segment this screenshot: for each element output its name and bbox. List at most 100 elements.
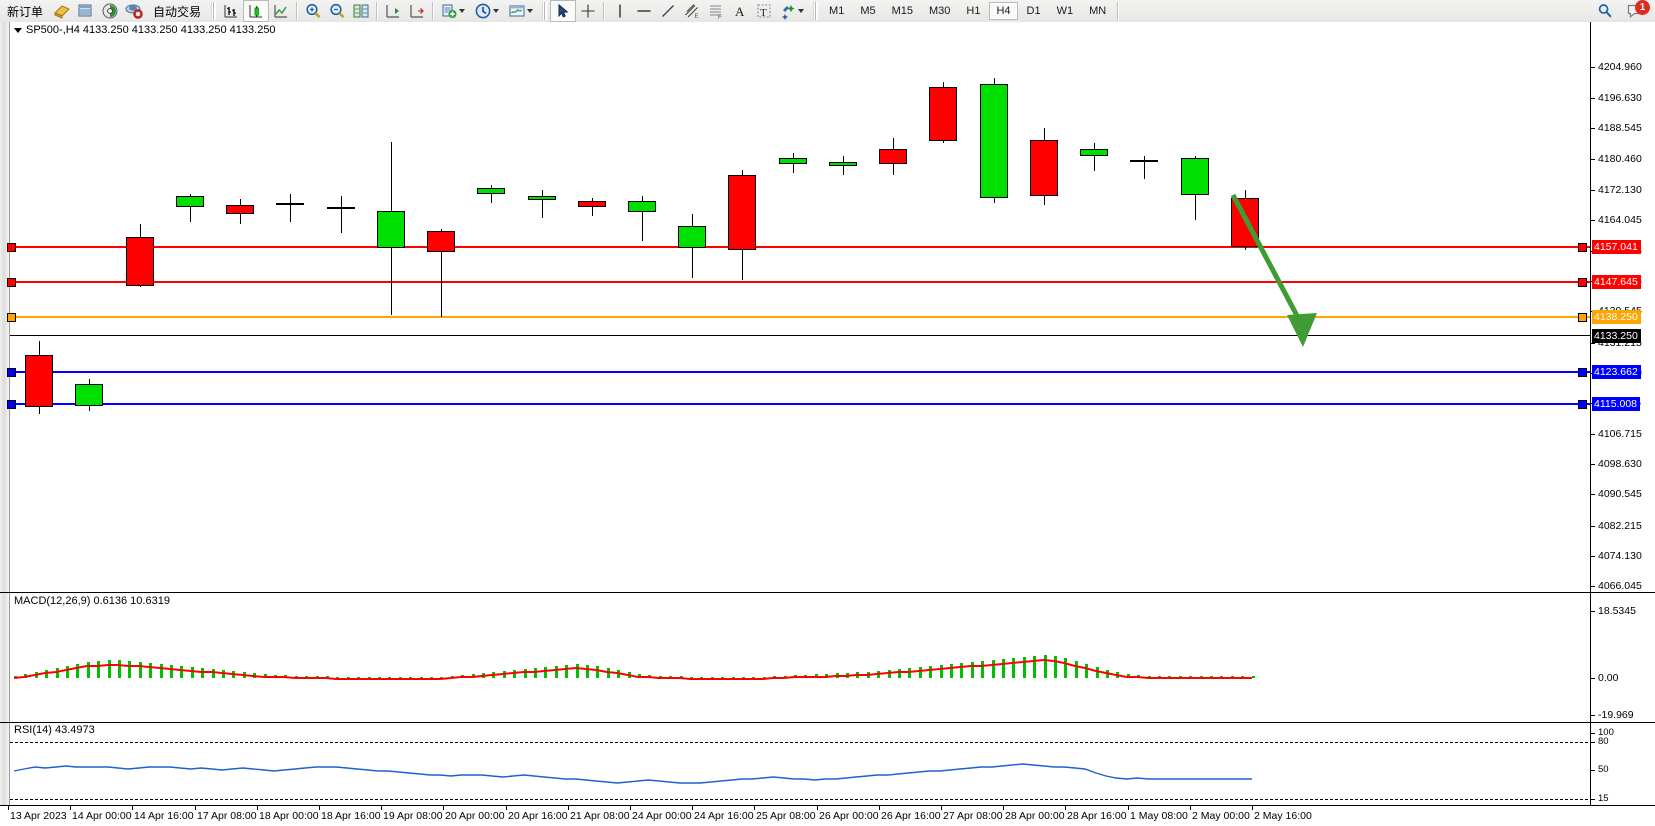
level-line-resistance[interactable]	[10, 246, 1590, 248]
triangle-down-icon[interactable]	[14, 27, 22, 33]
time-tick-label: 20 Apr 16:00	[508, 810, 568, 822]
price-chart-pane[interactable]: SP500-,H4 4133.250 4133.250 4133.250 413…	[0, 22, 1655, 592]
macd-histogram-bar	[347, 677, 350, 678]
chevron-down-icon-3[interactable]	[527, 9, 534, 13]
time-tick	[1003, 806, 1004, 810]
macd-histogram-bar	[700, 677, 703, 678]
autotrading-button[interactable]: 自动交易	[146, 1, 208, 21]
macd-histogram-bar	[992, 660, 995, 678]
price-canvas: 4204.960 4196.630 4188.545 4180.460 4172.130…	[0, 22, 1655, 592]
auto-scroll-icon[interactable]	[405, 1, 429, 21]
time-tick-label: 20 Apr 00:00	[445, 810, 505, 822]
price-label-support[interactable]: 4123.662	[1592, 365, 1641, 379]
level-handle-left[interactable]	[7, 313, 16, 322]
level-handle[interactable]	[1578, 278, 1587, 287]
level-line-last-price[interactable]	[10, 335, 1590, 336]
macd-histogram-bar	[180, 666, 183, 678]
hline-icon[interactable]	[632, 1, 656, 21]
tab-timeframe-d1[interactable]: D1	[1026, 5, 1041, 17]
level-handle-left[interactable]	[7, 400, 16, 409]
level-line-support[interactable]	[10, 403, 1590, 405]
tab-timeframe-m1[interactable]: M1	[829, 5, 845, 17]
zoom-in-icon[interactable]	[301, 1, 325, 21]
down-arrow-annotation[interactable]	[1225, 187, 1335, 362]
market-watch-icon[interactable]	[74, 1, 98, 21]
chevron-down-icon-2[interactable]	[493, 9, 500, 13]
search-icon[interactable]	[1593, 1, 1617, 21]
macd-histogram-bar	[908, 668, 911, 678]
level-handle[interactable]	[1578, 400, 1587, 409]
tab-timeframe-w1[interactable]: W1	[1056, 5, 1074, 17]
level-line-pivot[interactable]	[10, 316, 1590, 318]
templates-icon[interactable]	[505, 1, 539, 21]
level-handle[interactable]	[1578, 243, 1587, 252]
vline-icon[interactable]	[608, 1, 632, 21]
tab-timeframe-mn[interactable]: MN	[1089, 5, 1107, 17]
time-tick	[257, 806, 258, 810]
level-handle[interactable]	[1578, 368, 1587, 377]
rsi-pane[interactable]: RSI(14) 43.4973 100 80 50 15	[0, 722, 1655, 806]
price-axis-line	[1590, 22, 1591, 592]
crosshair-icon[interactable]	[576, 1, 600, 21]
macd-histogram-bar	[326, 676, 329, 678]
rsi-line	[13, 763, 1252, 784]
chart-grid-icon[interactable]	[349, 1, 373, 21]
level-line-support[interactable]	[10, 371, 1590, 373]
candle-body	[477, 188, 505, 194]
autotrading-icon[interactable]	[122, 1, 146, 21]
fibonacci-icon[interactable]: F	[704, 1, 728, 21]
rsi-left-bar[interactable]	[0, 723, 10, 806]
chevron-down-icon[interactable]	[459, 9, 466, 13]
tab-timeframe-m15[interactable]: M15	[891, 5, 913, 17]
tab-timeframe-h4[interactable]: H4	[989, 2, 1018, 20]
tab-timeframe-m30[interactable]: M30	[929, 5, 951, 17]
candle-wick	[542, 190, 543, 218]
chart-shift-icon[interactable]	[381, 1, 405, 21]
macd-histogram-bar	[888, 670, 891, 678]
bar-chart-icon[interactable]	[219, 1, 243, 21]
zoom-out-icon[interactable]	[325, 1, 349, 21]
new-order-label: 新订单	[7, 4, 44, 19]
chevron-down-icon-4[interactable]	[798, 9, 805, 13]
macd-left-bar[interactable]	[0, 593, 10, 723]
level-handle[interactable]	[1578, 313, 1587, 322]
profile-icon[interactable]	[50, 1, 74, 21]
text-icon[interactable]: A	[728, 1, 752, 21]
level-handle-left[interactable]	[7, 368, 16, 377]
line-chart-icon[interactable]	[269, 1, 293, 21]
macd-histogram-bar	[1002, 659, 1005, 678]
label-icon[interactable]: T	[752, 1, 776, 21]
price-tick	[1591, 190, 1595, 191]
macd-histogram-bar	[149, 663, 152, 678]
price-label-last-price[interactable]: 4133.250	[1592, 329, 1641, 343]
price-label-resistance[interactable]: 4147.645	[1592, 275, 1641, 289]
toolbar-grip-3[interactable]	[813, 2, 819, 20]
period-icon[interactable]	[471, 1, 505, 21]
macd-histogram-bar	[576, 664, 579, 678]
macd-histogram-bar	[160, 664, 163, 678]
cursor-icon[interactable]	[550, 0, 577, 22]
level-line-resistance[interactable]	[10, 281, 1590, 283]
tab-timeframe-m5[interactable]: M5	[860, 5, 876, 17]
macd-canvas: 18.5345 0.00 -19.969	[0, 593, 1655, 723]
trendline-icon[interactable]	[656, 1, 680, 21]
equidistant-channel-icon[interactable]: E	[680, 1, 704, 21]
objects-icon[interactable]	[776, 1, 810, 21]
chat-icon[interactable]: 1	[1623, 0, 1650, 21]
tab-timeframe-h1[interactable]: H1	[966, 5, 981, 17]
macd-pane[interactable]: MACD(12,26,9) 0.6136 10.6319 18.5345 0.00…	[0, 592, 1655, 723]
level-handle-left[interactable]	[7, 243, 16, 252]
rsi-tick	[1591, 733, 1595, 734]
price-label-support[interactable]: 4115.008	[1592, 397, 1641, 411]
candlestick-chart-icon[interactable]	[243, 0, 270, 22]
indicators-icon[interactable]	[437, 1, 471, 21]
chart-left-scale-bar[interactable]	[0, 22, 10, 592]
price-label-resistance[interactable]: 4157.041	[1592, 240, 1641, 254]
toolbar-grip-2[interactable]	[542, 2, 548, 20]
level-handle-left[interactable]	[7, 278, 16, 287]
price-label-pivot[interactable]: 4138.250	[1592, 310, 1641, 324]
toolbar-grip[interactable]	[211, 2, 217, 20]
new-order-button[interactable]: 新订单	[0, 1, 50, 21]
navigator-icon[interactable]	[98, 1, 122, 21]
price-tick-label: 4180.460	[1598, 153, 1642, 165]
